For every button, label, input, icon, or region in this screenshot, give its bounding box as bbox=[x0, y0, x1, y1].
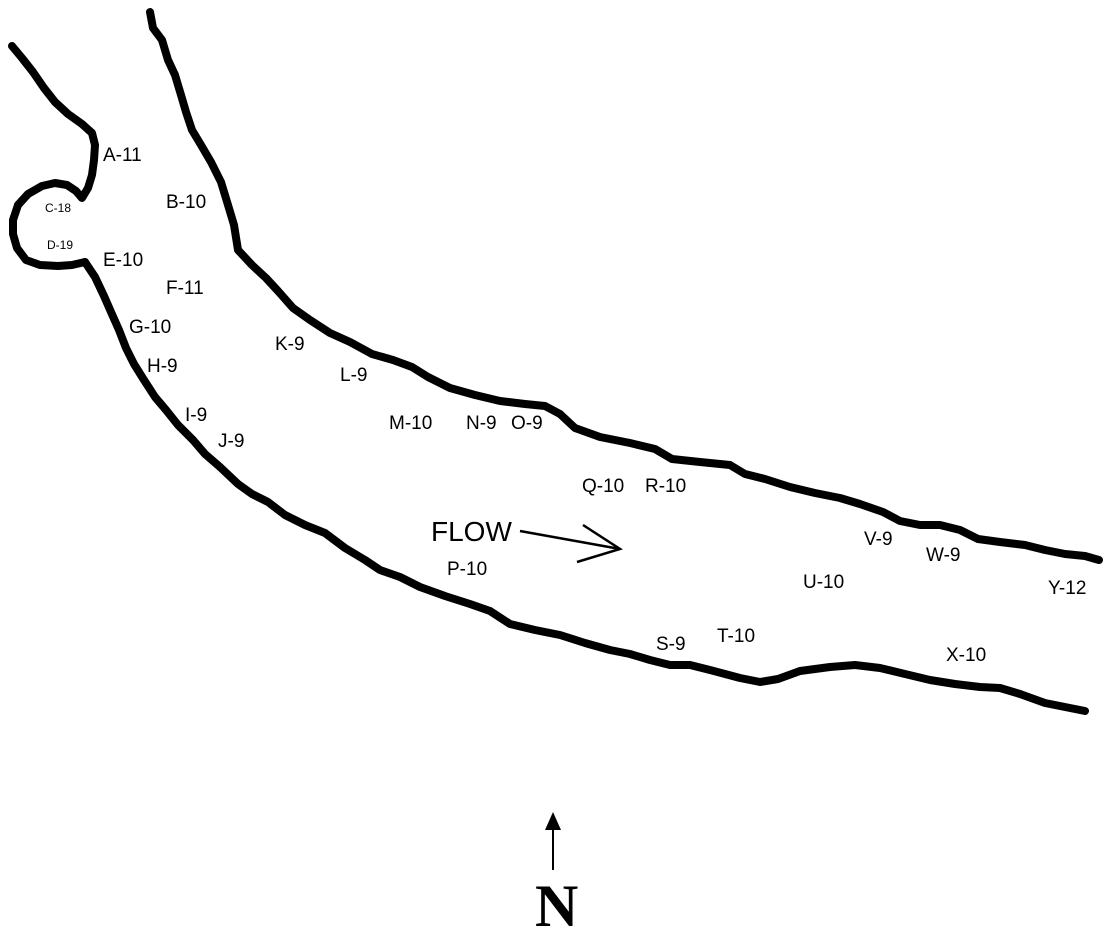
station-label-l: L-9 bbox=[340, 365, 367, 386]
station-label-f: F-11 bbox=[166, 278, 204, 299]
north-label: N bbox=[535, 873, 578, 929]
station-label-j: J-9 bbox=[218, 431, 244, 452]
flow-label: FLOW bbox=[431, 516, 512, 547]
north-bank-line bbox=[146, 8, 1103, 564]
station-label-q: Q-10 bbox=[582, 476, 624, 497]
station-label-i: I-9 bbox=[185, 405, 207, 426]
flow-arrow-icon bbox=[519, 523, 623, 564]
station-label-s: S-9 bbox=[656, 634, 686, 655]
station-label-g: G-10 bbox=[129, 317, 171, 338]
station-label-r: R-10 bbox=[645, 476, 686, 497]
station-label-u: U-10 bbox=[803, 572, 844, 593]
north-arrow-icon bbox=[545, 812, 561, 870]
station-label-d: D-19 bbox=[47, 238, 73, 252]
station-label-b: B-10 bbox=[166, 192, 206, 213]
station-label-m: M-10 bbox=[389, 413, 432, 434]
station-label-y: Y-12 bbox=[1048, 578, 1086, 599]
station-label-w: W-9 bbox=[926, 545, 960, 566]
station-label-n: N-9 bbox=[466, 413, 497, 434]
station-label-t: T-10 bbox=[717, 626, 755, 647]
station-label-c: C-18 bbox=[45, 201, 71, 215]
station-label-a: A-11 bbox=[103, 145, 142, 166]
station-label-x: X-10 bbox=[946, 645, 986, 666]
station-label-e: E-10 bbox=[103, 250, 143, 271]
station-label-p: P-10 bbox=[447, 559, 487, 580]
side-channel-line bbox=[8, 42, 99, 270]
station-label-k: K-9 bbox=[275, 334, 305, 355]
station-label-h: H-9 bbox=[147, 356, 178, 377]
station-label-o: O-9 bbox=[511, 413, 543, 434]
station-label-v: V-9 bbox=[864, 529, 893, 550]
south-bank-line bbox=[81, 258, 1089, 715]
